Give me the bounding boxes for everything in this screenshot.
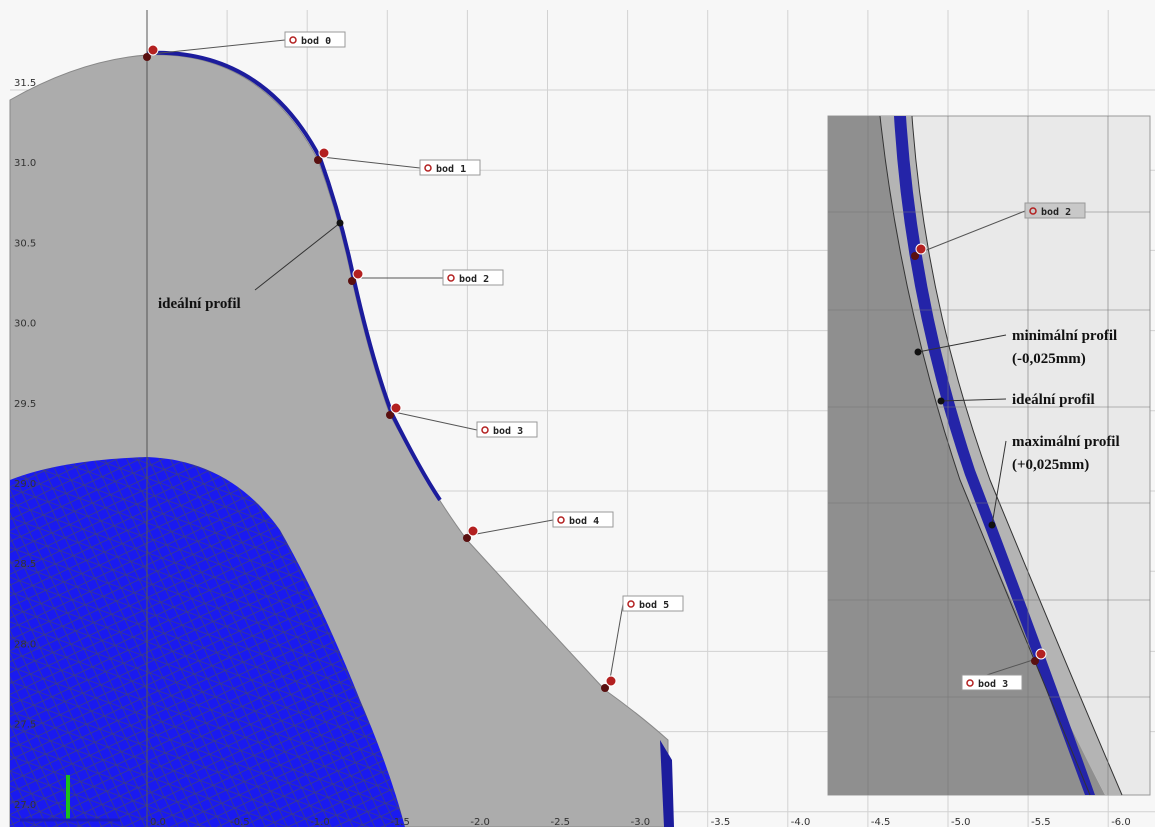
point-label: bod 5 <box>639 600 669 611</box>
annotation: ideální profil <box>1012 392 1095 408</box>
y-axis-label: 31.0 <box>14 158 36 169</box>
annotation: ideální profil <box>158 296 241 312</box>
point-label: bod 4 <box>569 516 599 527</box>
x-axis-label: -4.5 <box>871 817 891 827</box>
annotation: maximální profil <box>1012 434 1120 450</box>
annotation-dot <box>915 349 922 356</box>
x-axis-label: -5.5 <box>1031 817 1051 827</box>
point-icon <box>916 244 926 254</box>
point-label: bod 3 <box>978 679 1008 690</box>
annotation-dot <box>989 522 996 529</box>
y-axis-label: 30.0 <box>14 319 36 330</box>
point-icon <box>468 526 478 536</box>
y-axis-label: 27.0 <box>14 800 36 811</box>
annotation: (-0,025mm) <box>1012 351 1086 367</box>
cad-viewport: bod 0 bod 1 bod 2 bod 3 bod 4 bod 5 ideální pr… <box>0 0 1155 827</box>
annotation: minimální profil <box>1012 328 1117 344</box>
y-axis-label: 29.5 <box>14 399 36 410</box>
y-axis-label: 27.5 <box>14 720 36 731</box>
point-label: bod 2 <box>459 274 489 285</box>
point-icon <box>148 45 158 55</box>
point-icon <box>319 148 329 158</box>
y-axis-label: 28.5 <box>14 559 36 570</box>
x-axis-label: -1.5 <box>390 817 410 827</box>
x-axis-label: -2.0 <box>470 817 490 827</box>
point-icon <box>353 269 363 279</box>
x-axis-label: -3.5 <box>711 817 731 827</box>
point-icon <box>1036 649 1046 659</box>
x-axis-label: -0.5 <box>230 817 250 827</box>
y-axis-label: 29.0 <box>14 479 36 490</box>
annotation-dot <box>938 398 945 405</box>
annotation: (+0,025mm) <box>1012 457 1089 473</box>
y-axis-label: 30.5 <box>14 238 36 249</box>
x-axis-label: -3.0 <box>631 817 651 827</box>
x-axis-label: -1.0 <box>310 817 330 827</box>
point-icon <box>391 403 401 413</box>
x-axis-label: -4.0 <box>791 817 811 827</box>
y-axis-label: 28.0 <box>14 639 36 650</box>
y-axis-label: 31.5 <box>14 78 36 89</box>
point-label: bod 0 <box>301 36 331 47</box>
x-axis-label: 0.0 <box>150 817 166 827</box>
point-label: bod 1 <box>436 164 466 175</box>
point-icon <box>606 676 616 686</box>
annotation-dot <box>337 220 344 227</box>
x-axis-label: -6.0 <box>1111 817 1131 827</box>
point-label: bod 2 <box>1041 207 1071 218</box>
point-label: bod 3 <box>493 426 523 437</box>
x-axis-label: -5.0 <box>951 817 971 827</box>
detail-view: bod 2 bod 3 minimální profil (-0,025mm) ideá… <box>828 116 1150 795</box>
x-axis-label: -2.5 <box>551 817 571 827</box>
